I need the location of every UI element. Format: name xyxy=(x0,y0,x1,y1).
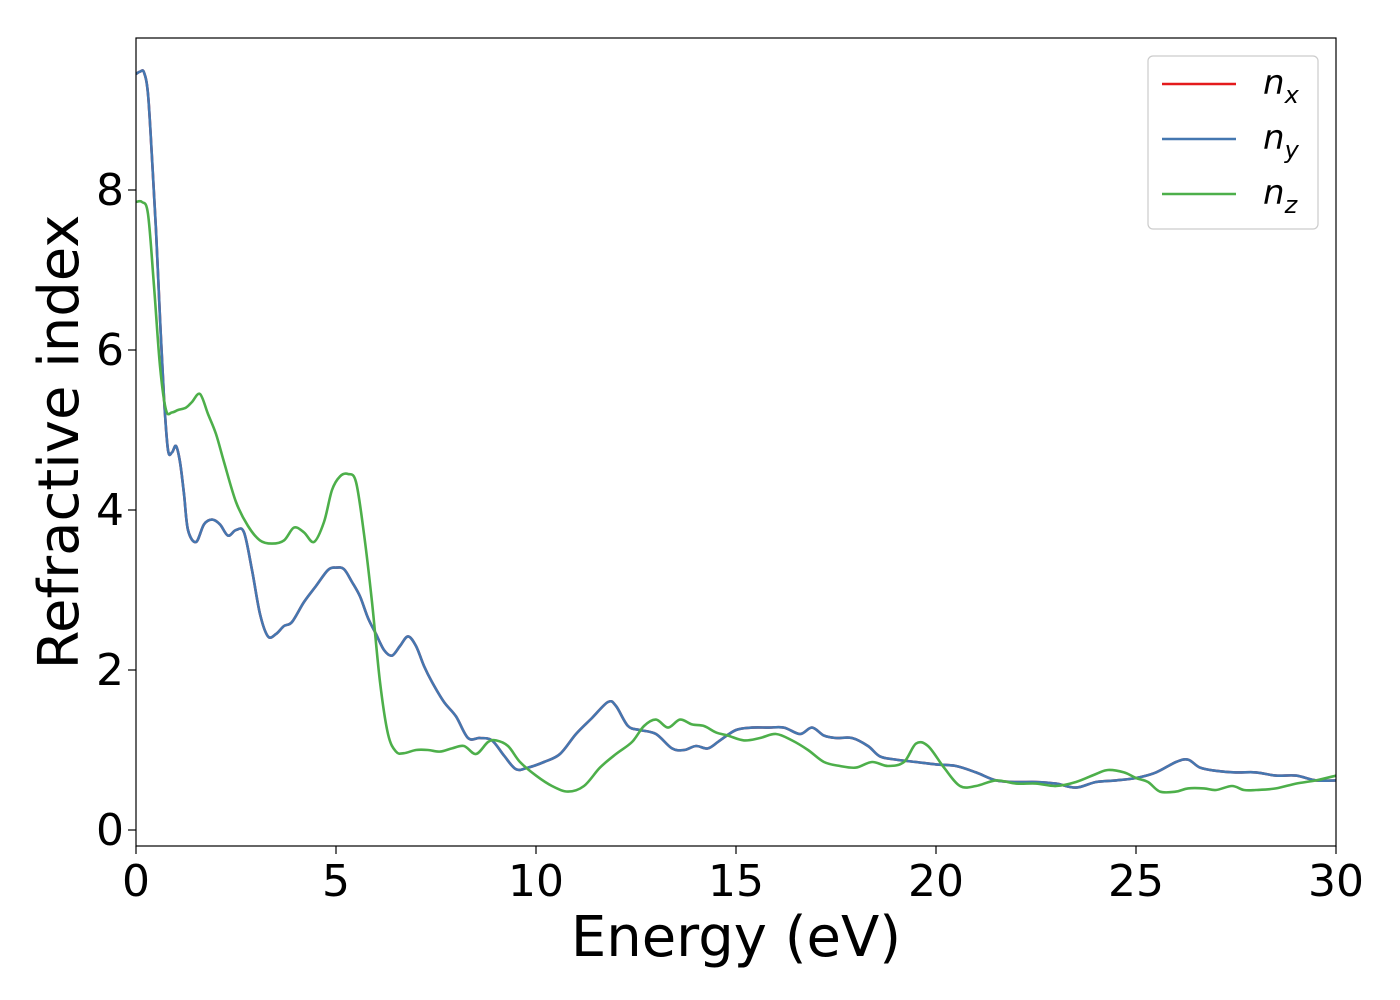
x-tick-label: 30 xyxy=(1308,856,1364,907)
legend-label-x: nx xyxy=(1263,63,1300,109)
y-tick-label: 6 xyxy=(96,325,124,376)
y-tick-label: 0 xyxy=(96,805,124,856)
ticks-layer: 0 5 10 15 20 25 30 0 2 4 6 8 xyxy=(96,165,1364,907)
x-tick-label: 10 xyxy=(508,856,564,907)
legend-label-z: nz xyxy=(1263,173,1299,219)
series-line-z xyxy=(136,199,1336,794)
x-tick-label: 15 xyxy=(708,856,764,907)
y-tick-label: 8 xyxy=(96,165,124,216)
legend-box xyxy=(1147,55,1319,230)
x-tick-label: 0 xyxy=(122,856,150,907)
x-axis-label: Energy (eV) xyxy=(571,905,901,970)
legend-label-y: ny xyxy=(1263,118,1300,164)
y-tick-label: 2 xyxy=(96,645,124,696)
y-tick-label: 4 xyxy=(96,485,124,536)
series-layer xyxy=(136,69,1336,794)
legend: nx ny nz xyxy=(1147,55,1319,230)
x-tick-label: 25 xyxy=(1108,856,1164,907)
series-line-y xyxy=(136,69,1336,789)
x-tick-label: 5 xyxy=(322,856,350,907)
y-axis-label: Refractive index xyxy=(27,215,92,670)
x-tick-label: 20 xyxy=(908,856,964,907)
